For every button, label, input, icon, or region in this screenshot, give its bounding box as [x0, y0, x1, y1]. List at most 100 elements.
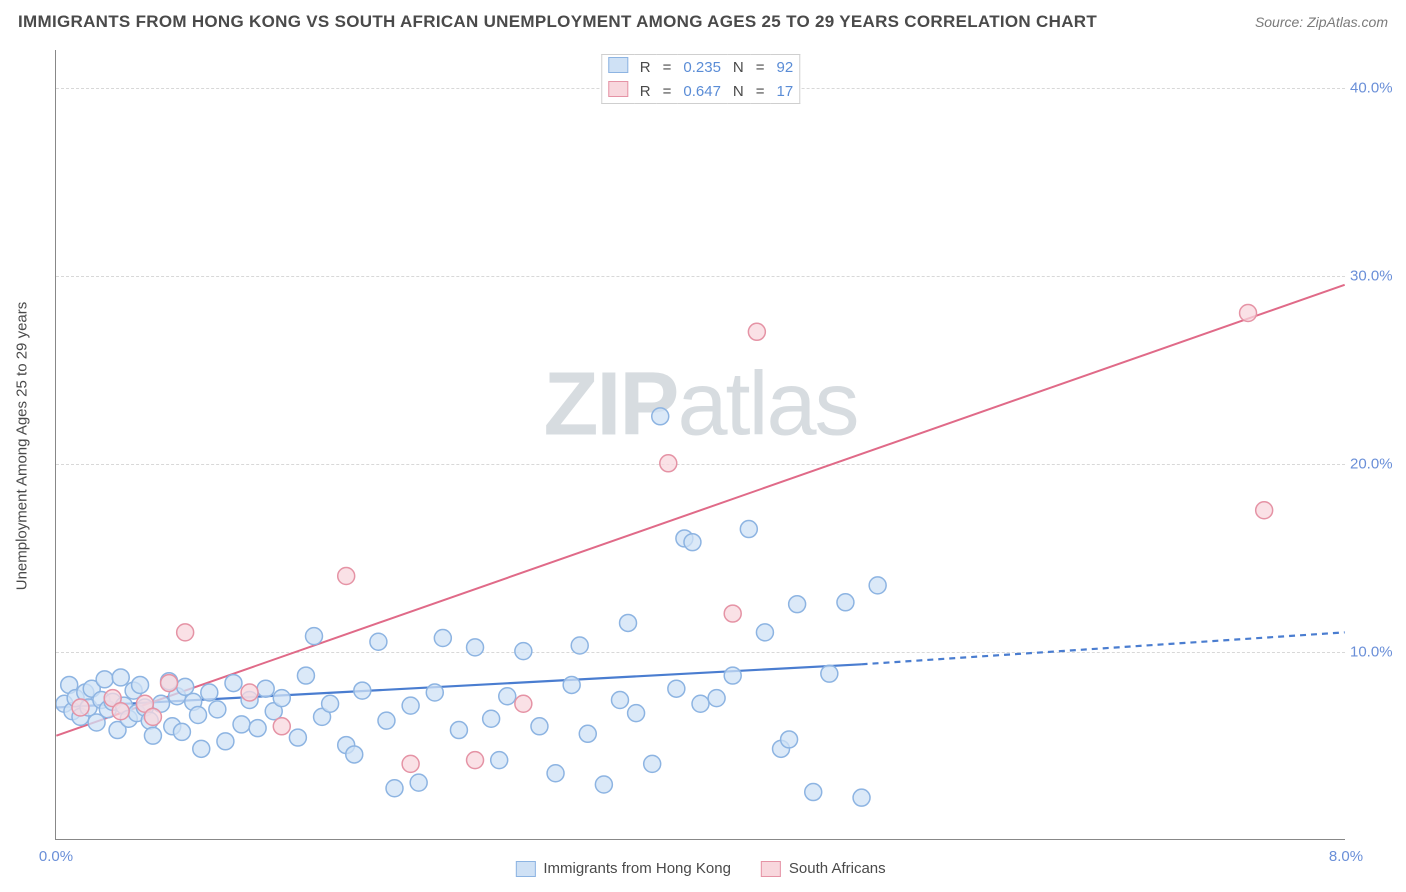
data-point-hk [93, 691, 110, 708]
data-point-sa [515, 695, 532, 712]
data-point-hk [56, 695, 73, 712]
data-point-hk [104, 693, 121, 710]
data-point-hk [531, 718, 548, 735]
data-point-hk [136, 699, 153, 716]
data-point-hk [241, 691, 258, 708]
data-point-hk [386, 780, 403, 797]
data-point-hk [483, 710, 500, 727]
data-point-hk [346, 746, 363, 763]
data-point-hk [141, 712, 158, 729]
data-point-hk [652, 408, 669, 425]
data-point-hk [193, 740, 210, 757]
data-point-sa [748, 323, 765, 340]
chart-title: IMMIGRANTS FROM HONG KONG VS SOUTH AFRIC… [18, 12, 1097, 32]
data-point-sa [1256, 502, 1273, 519]
data-point-hk [217, 733, 234, 750]
data-point-hk [289, 729, 306, 746]
data-point-hk [67, 690, 84, 707]
data-point-hk [173, 723, 190, 740]
data-point-hk [450, 722, 467, 739]
data-point-hk [708, 690, 725, 707]
data-point-sa [177, 624, 194, 641]
trendline-hk [56, 664, 861, 707]
x-axis-tick-left: 0.0% [39, 848, 73, 865]
data-point-sa [144, 708, 161, 725]
data-point-hk [233, 716, 250, 733]
data-point-sa [161, 675, 178, 692]
data-point-hk [426, 684, 443, 701]
data-point-hk [853, 789, 870, 806]
data-point-hk [96, 671, 113, 688]
data-point-sa [724, 605, 741, 622]
data-point-hk [77, 684, 94, 701]
data-point-sa [112, 703, 129, 720]
data-point-hk [781, 731, 798, 748]
data-point-hk [169, 688, 186, 705]
data-point-sa [136, 695, 153, 712]
data-point-hk [740, 521, 757, 538]
data-point-hk [164, 718, 181, 735]
data-point-hk [115, 697, 132, 714]
data-point-sa [72, 699, 89, 716]
legend-label-hk: Immigrants from Hong Kong [543, 860, 731, 877]
data-point-hk [297, 667, 314, 684]
data-point-hk [491, 752, 508, 769]
data-point-hk [225, 675, 242, 692]
data-point-hk [109, 722, 126, 739]
data-point-hk [249, 720, 266, 737]
data-point-hk [869, 577, 886, 594]
data-point-hk [144, 727, 161, 744]
y-axis-tick: 10.0% [1350, 643, 1405, 660]
data-point-hk [112, 669, 129, 686]
x-axis-tick-right: 8.0% [1329, 848, 1363, 865]
data-point-hk [547, 765, 564, 782]
data-point-hk [467, 639, 484, 656]
data-point-hk [563, 676, 580, 693]
data-point-hk [773, 740, 790, 757]
correlation-legend: R = 0.235 N = 92 R = 0.647 N = 17 [601, 54, 800, 104]
data-point-hk [684, 534, 701, 551]
data-point-hk [668, 680, 685, 697]
swatch-hk-icon [515, 861, 535, 877]
data-point-hk [338, 737, 355, 754]
legend-item-hk: Immigrants from Hong Kong [515, 860, 731, 877]
gridline [56, 652, 1345, 653]
swatch-sa-icon [761, 861, 781, 877]
data-point-hk [402, 697, 419, 714]
y-axis-tick: 40.0% [1350, 79, 1405, 96]
data-point-hk [789, 596, 806, 613]
data-point-hk [676, 530, 693, 547]
data-point-hk [257, 680, 274, 697]
data-point-hk [161, 673, 178, 690]
legend-row-sa: R = 0.647 N = 17 [601, 79, 799, 104]
data-point-sa [241, 684, 258, 701]
data-point-hk [499, 688, 516, 705]
data-point-hk [120, 710, 137, 727]
data-point-hk [99, 701, 116, 718]
data-point-hk [410, 774, 427, 791]
data-point-sa [1240, 305, 1257, 322]
data-point-hk [595, 776, 612, 793]
data-point-hk [190, 707, 207, 724]
y-axis-label: Unemployment Among Ages 25 to 29 years [14, 302, 31, 591]
data-point-hk [837, 594, 854, 611]
data-point-sa [338, 568, 355, 585]
y-axis-tick: 20.0% [1350, 455, 1405, 472]
y-axis-tick: 30.0% [1350, 267, 1405, 284]
data-point-hk [64, 703, 81, 720]
legend-row-hk: R = 0.235 N = 92 [601, 55, 799, 80]
data-point-hk [132, 676, 149, 693]
data-point-hk [306, 628, 323, 645]
plot-area: ZIPatlas 10.0%20.0%30.0%40.0% 0.0% 8.0% … [55, 50, 1345, 840]
data-point-hk [314, 708, 331, 725]
header: IMMIGRANTS FROM HONG KONG VS SOUTH AFRIC… [18, 12, 1388, 32]
data-point-hk [61, 676, 78, 693]
legend-item-sa: South Africans [761, 860, 886, 877]
data-point-sa [273, 718, 290, 735]
data-point-hk [692, 695, 709, 712]
data-point-hk [434, 630, 451, 647]
chart-svg [56, 50, 1345, 839]
data-point-sa [467, 752, 484, 769]
data-point-hk [322, 695, 339, 712]
data-point-hk [88, 714, 105, 731]
